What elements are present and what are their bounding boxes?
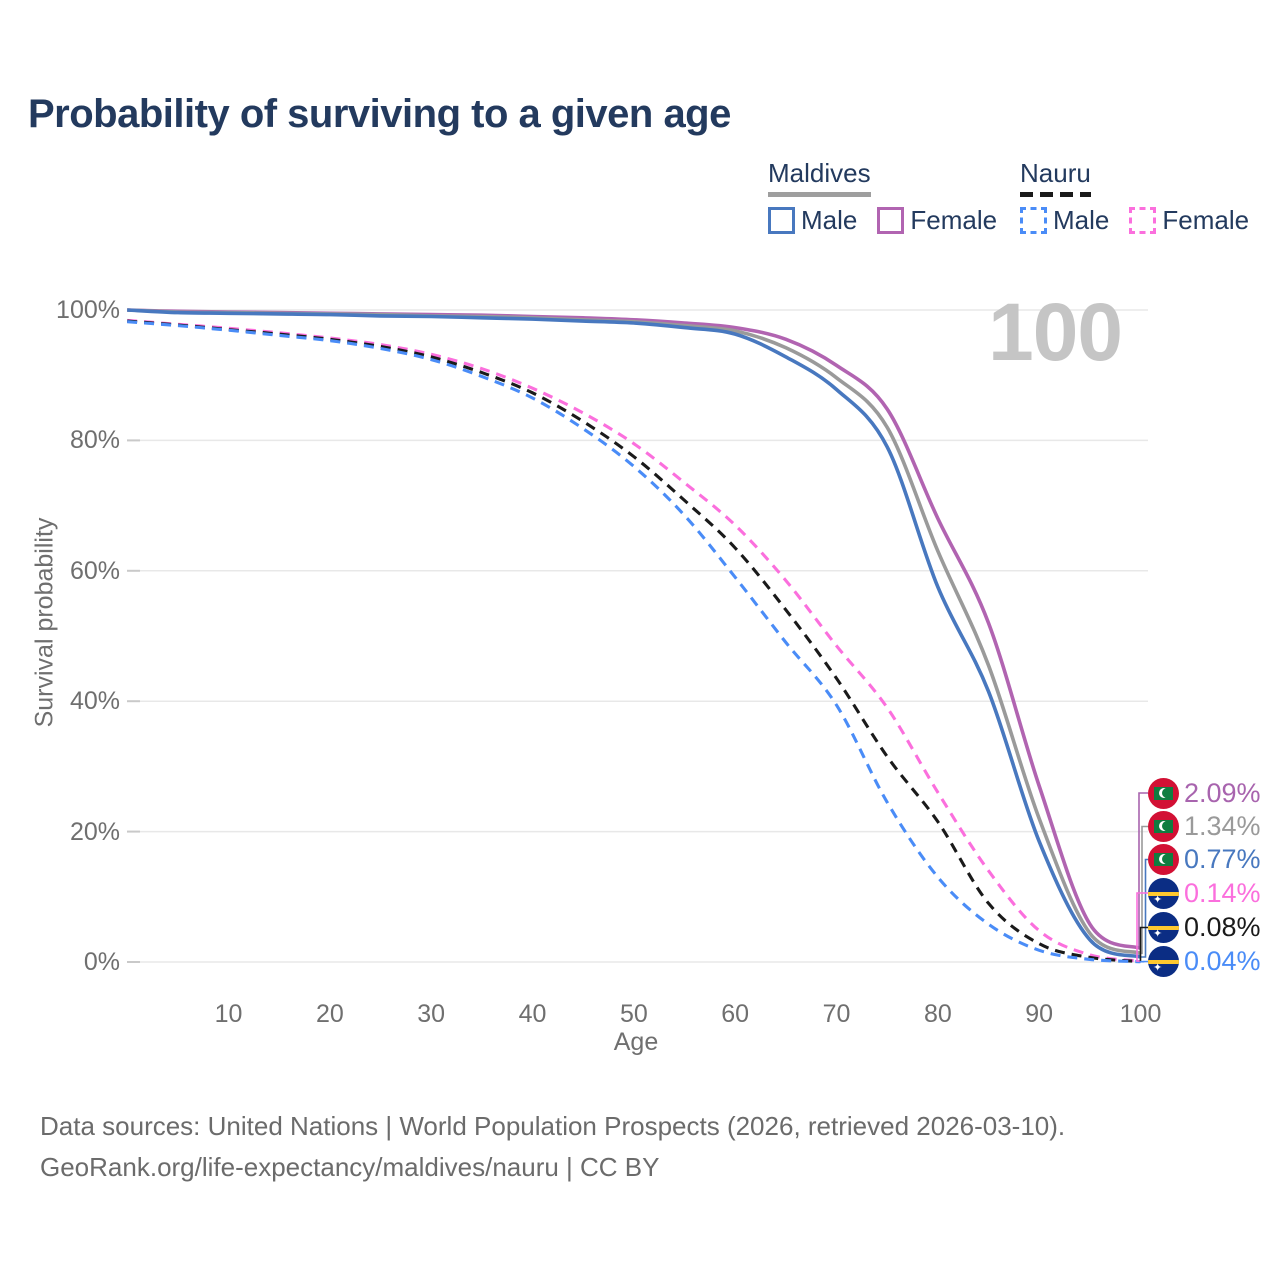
x-tick-label-100: 100 (1119, 1000, 1162, 1028)
nauru-flag-icon: ✦ (1148, 946, 1179, 977)
flag-star-icon: ✦ (1153, 962, 1163, 974)
y-tick-label-0: 0% (83, 948, 120, 976)
curve-nauru-male (127, 320, 1141, 964)
legend-item-label: Male (801, 205, 858, 235)
y-tick-label-80: 80% (69, 426, 120, 455)
legend-group-nauru: Nauru Male Female (1020, 158, 1269, 236)
curve-maldives-male (127, 308, 1142, 959)
flag-crescent-part (1162, 787, 1172, 798)
curve-maldives-both-sexes (127, 308, 1142, 956)
legend-item-label: Male (1053, 205, 1110, 235)
nauru-flag-icon: ✦ (1148, 912, 1179, 943)
end-label-maldives-both-sexes: 1.34% (1148, 810, 1261, 844)
end-label-connector-1 (1138, 792, 1148, 950)
page-title: Probability of surviving to a given age (28, 92, 731, 136)
final-survival-value: 2.09% (1184, 777, 1261, 808)
chart-legend: Maldives Male Female Nauru Male Female (768, 158, 1268, 238)
final-survival-value: 1.34% (1184, 811, 1261, 841)
legend-swatch-icon (768, 207, 795, 234)
data-source-line: Data sources: United Nations | World Pop… (40, 1111, 1066, 1141)
legend-item-nauru-female[interactable]: Female (1129, 205, 1249, 236)
flag-star-icon: ✦ (1153, 928, 1163, 940)
flag-yellow-stripe (1148, 926, 1179, 930)
legend-item-maldives-male[interactable]: Male (768, 205, 857, 236)
end-label-nauru-male: ✦ 0.04% (1148, 945, 1261, 979)
flag-star-icon: ✦ (1153, 893, 1163, 906)
flag-yellow-stripe (1148, 960, 1179, 964)
x-axis-title: Age (613, 1028, 659, 1056)
x-tick-label-80: 80 (923, 1000, 952, 1028)
curve-maldives-female (127, 308, 1142, 951)
final-survival-value: 0.04% (1184, 946, 1261, 976)
end-label-nauru-female: ✦ 0.14% (1148, 876, 1261, 910)
final-survival-value: 0.08% (1184, 912, 1261, 942)
legend-item-label: Female (1162, 205, 1250, 235)
final-survival-value: 0.77% (1184, 844, 1261, 874)
x-tick-label-90: 90 (1025, 1000, 1054, 1028)
attribution-line: GeoRank.org/life-expectancy/maldives/nau… (40, 1152, 660, 1182)
final-survival-value: 0.14% (1184, 877, 1261, 908)
x-tick-label-10: 10 (214, 1000, 243, 1028)
legend-country-maldives: Maldives (768, 158, 871, 188)
chart-footer: Data sources: United Nations | World Pop… (40, 1106, 1065, 1188)
end-label-connector-4 (1136, 892, 1148, 962)
y-tick-label-40: 40% (69, 687, 120, 716)
end-label-maldives-male: 0.77% (1148, 843, 1261, 877)
x-tick-label-30: 30 (417, 1000, 446, 1028)
nauru-flag-icon: ✦ (1148, 877, 1179, 909)
x-tick-label-20: 20 (315, 1000, 344, 1028)
flag-crescent-part (1162, 821, 1172, 831)
x-tick-label-70: 70 (822, 1000, 851, 1028)
end-label-connector-3 (1140, 858, 1148, 958)
flag-yellow-stripe (1148, 891, 1179, 896)
y-tick-label-20: 20% (69, 817, 120, 846)
maldives-flag-icon (1148, 777, 1179, 809)
curve-nauru-female (127, 318, 1141, 963)
maldives-flag-icon (1148, 844, 1179, 875)
legend-linestyle-solid (768, 192, 871, 197)
x-tick-label-60: 60 (721, 1000, 750, 1028)
legend-item-label: Female (910, 205, 998, 235)
legend-swatch-icon (877, 207, 905, 234)
maldives-flag-icon (1148, 811, 1179, 842)
legend-country-nauru: Nauru (1020, 158, 1091, 188)
end-label-nauru-both-sexes: ✦ 0.08% (1148, 911, 1261, 945)
legend-swatch-icon (1020, 207, 1047, 234)
x-tick-label-40: 40 (518, 1000, 547, 1028)
legend-linestyle-dashed (1020, 192, 1091, 197)
legend-item-maldives-female[interactable]: Female (877, 205, 997, 236)
y-tick-label-60: 60% (69, 556, 120, 585)
age-watermark: 100 (988, 287, 1123, 378)
flag-crescent-part (1162, 854, 1172, 864)
legend-group-maldives: Maldives Male Female (768, 158, 1017, 236)
x-tick-label-50: 50 (619, 1000, 648, 1028)
legend-item-nauru-male[interactable]: Male (1020, 205, 1109, 236)
end-label-maldives-female: 2.09% (1148, 776, 1261, 810)
y-tick-label-100: 100% (56, 296, 120, 324)
curve-nauru-both-sexes (127, 319, 1141, 964)
legend-swatch-icon (1129, 207, 1157, 234)
